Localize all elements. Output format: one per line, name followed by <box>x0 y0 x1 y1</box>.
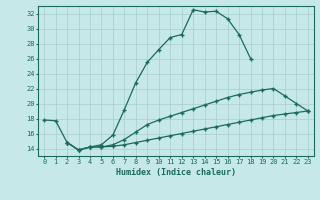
X-axis label: Humidex (Indice chaleur): Humidex (Indice chaleur) <box>116 168 236 177</box>
